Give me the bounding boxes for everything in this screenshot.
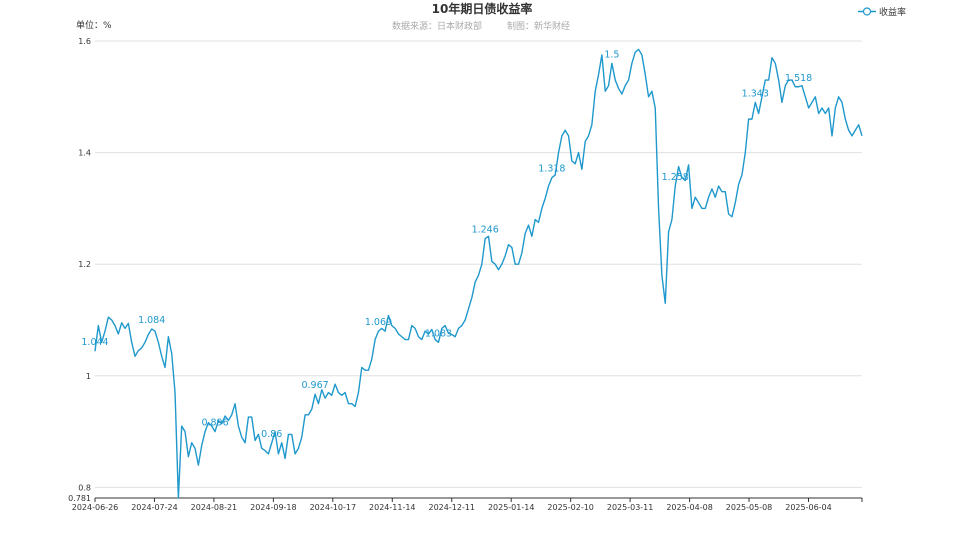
- chart-title: 10年期日债收益率: [432, 1, 533, 16]
- x-tick-label: 2025-02-10: [547, 503, 594, 512]
- y-tick-label: 1.4: [78, 149, 91, 158]
- data-label: 0.967: [301, 380, 328, 391]
- y-tick-label: 1.2: [78, 260, 91, 269]
- data-label: 1.246: [472, 225, 499, 236]
- data-label: 1.5: [604, 49, 619, 60]
- data-label: 1.318: [538, 164, 565, 175]
- x-tick-label: 2024-10-17: [310, 503, 357, 512]
- data-label: 1.084: [138, 315, 165, 326]
- x-tick-label: 2024-08-21: [191, 503, 238, 512]
- legend[interactable]: 收益率: [858, 6, 906, 18]
- x-tick-label: 2024-06-26: [72, 503, 119, 512]
- unit-label: 单位：%: [76, 19, 112, 31]
- x-tick-label: 2025-01-14: [488, 503, 535, 512]
- x-tick-label: 2025-06-04: [785, 503, 832, 512]
- data-label: 1.044: [81, 337, 108, 348]
- data-label: 1.069: [365, 317, 392, 328]
- data-label: 1.343: [742, 88, 769, 99]
- x-tick-label: 2025-04-08: [666, 503, 713, 512]
- x-tick-label: 2024-12-11: [428, 503, 475, 512]
- data-label: 1.258: [662, 172, 689, 183]
- series-group: [94, 48, 863, 499]
- legend-marker-icon: [862, 7, 872, 16]
- x-axis: 2024-06-26 2024-07-24 2024-08-21 2024-09-18…: [72, 497, 863, 512]
- data-label: 0.86: [261, 429, 282, 440]
- chart-subtitle-maker: 制图：新华财经: [507, 20, 570, 32]
- y-tick-label-min: 0.781: [68, 494, 91, 503]
- series-line: [94, 48, 863, 499]
- x-tick-label: 2024-07-24: [131, 503, 178, 512]
- x-tick-label: 2025-05-08: [726, 503, 773, 512]
- data-label: 1.083: [425, 328, 452, 339]
- chart-subtitle-source: 数据来源：日本财政部: [392, 20, 482, 32]
- y-axis: 0.8 1 1.2 1.4 1.6 0.781: [68, 37, 91, 503]
- data-labels: 1.044 1.084 0.896 0.86 0.967 1.069 1.083 1.246 1…: [81, 49, 812, 439]
- legend-label: 收益率: [879, 6, 906, 18]
- y-tick-label: 0.8: [78, 483, 91, 492]
- y-tick-label: 1: [86, 372, 91, 381]
- grid-lines: [95, 40, 862, 488]
- x-tick-label: 2024-11-14: [369, 503, 416, 512]
- x-tick-label: 2025-03-11: [607, 503, 654, 512]
- data-label: 1.518: [785, 73, 812, 84]
- y-tick-label: 1.6: [78, 37, 91, 46]
- data-label: 0.896: [201, 418, 228, 429]
- x-tick-label: 2024-09-18: [250, 503, 297, 512]
